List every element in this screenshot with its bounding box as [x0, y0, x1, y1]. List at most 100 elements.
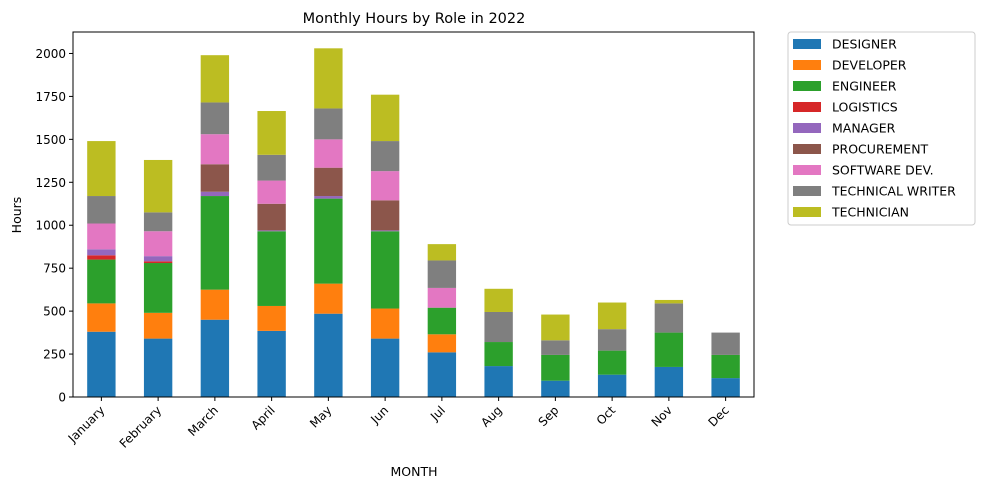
y-tick-label: 1750: [35, 90, 66, 104]
x-tick-label: Jun: [367, 403, 391, 427]
x-tick-label: March: [185, 403, 221, 439]
bar-segment-developer: [370, 308, 400, 339]
y-tick-label: 750: [43, 262, 66, 276]
bar-segment-manager: [200, 191, 230, 197]
x-tick-label: Jul: [427, 403, 448, 424]
legend-swatch: [793, 165, 821, 175]
bar-segment-engineer: [314, 198, 343, 284]
bar-segment-technical-writer: [654, 303, 684, 333]
bar-segment-technical-writer: [200, 102, 230, 135]
bar-segment-designer: [200, 319, 230, 397]
bar-segment-engineer: [143, 263, 173, 313]
bar-segment-technician: [257, 111, 286, 155]
bar-segment-technician: [200, 55, 230, 103]
legend-label: PROCUREMENT: [832, 142, 929, 157]
bar-segment-technician: [314, 48, 343, 109]
bar-segment-manager: [143, 256, 173, 262]
bar-segment-technical-writer: [87, 196, 116, 224]
bar-segment-software-dev: [314, 139, 343, 168]
bar-segment-technical-writer: [370, 141, 400, 172]
bar-segment-logistics: [87, 255, 116, 260]
bar-segment-software-dev: [370, 171, 400, 201]
legend-swatch: [793, 60, 821, 70]
bar-segment-engineer: [541, 354, 570, 381]
bar-segment-developer: [200, 289, 230, 320]
bar-segment-technician: [370, 94, 400, 142]
bar-segment-technician: [597, 302, 627, 330]
bar-segment-technician: [87, 141, 116, 197]
bar-segment-designer: [314, 313, 343, 397]
bar-segment-technical-writer: [597, 329, 627, 351]
bar-segment-engineer: [257, 231, 286, 306]
bar-segment-technical-writer: [484, 311, 513, 343]
bar-segment-engineer: [597, 350, 627, 375]
x-tick-label: January: [65, 403, 108, 446]
y-tick-label: 1000: [35, 219, 66, 233]
legend-swatch: [793, 102, 821, 112]
legend-swatch: [793, 186, 821, 196]
bar-segment-engineer: [427, 307, 457, 335]
bar-segment-developer: [87, 303, 116, 332]
bar-segment-engineer: [484, 342, 513, 367]
bar-segment-engineer: [200, 196, 230, 290]
bar-segment-technical-writer: [427, 260, 457, 288]
bar-segment-developer: [143, 312, 173, 339]
x-tick-label: Oct: [594, 403, 619, 428]
bar-segment-procurement: [314, 167, 343, 197]
legend-label: TECHNICAL WRITER: [831, 184, 956, 199]
y-tick-label: 2000: [35, 47, 66, 61]
legend-swatch: [793, 207, 821, 217]
bar-segment-manager: [257, 230, 286, 232]
bar-segment-procurement: [257, 203, 286, 231]
legend-label: TECHNICIAN: [831, 205, 909, 220]
legend-frame: [787, 31, 976, 226]
bar-segment-engineer: [711, 354, 740, 379]
bar-segment-procurement: [200, 164, 230, 192]
bar-segment-designer: [484, 366, 513, 397]
legend-label: LOGISTICS: [832, 100, 898, 115]
y-tick-label: 0: [58, 391, 66, 405]
bar-segment-designer: [711, 378, 740, 397]
bar-segment-technical-writer: [711, 332, 740, 355]
legend: DESIGNER DEVELOPER ENGINEER LOGISTICS MANAGE…: [787, 31, 976, 226]
bar-segment-manager: [87, 249, 116, 256]
bar-segment-software-dev: [257, 180, 286, 204]
x-tick-label: April: [248, 403, 277, 432]
chart-title: Monthly Hours by Role in 2022: [303, 11, 526, 27]
bar-segment-manager: [314, 196, 343, 199]
legend-swatch: [793, 81, 821, 91]
bar-segment-developer: [427, 334, 457, 353]
y-tick-label: 1500: [35, 133, 66, 147]
bar-segment-engineer: [654, 332, 684, 367]
y-axis: 0 250 500 750 1000 1250 1500 1750 2000: [35, 47, 73, 405]
legend-label: DESIGNER: [832, 37, 897, 52]
bar-segment-designer: [597, 374, 627, 397]
legend-swatch: [793, 144, 821, 154]
x-axis-label: MONTH: [390, 464, 437, 479]
x-tick-label: Aug: [478, 403, 504, 429]
y-tick-label: 1250: [35, 176, 66, 190]
bar-segment-designer: [427, 352, 457, 397]
bar-segment-software-dev: [427, 287, 457, 308]
bar-segment-technician: [541, 314, 570, 341]
y-tick-label: 500: [43, 305, 66, 319]
bar-segment-procurement: [370, 200, 400, 231]
bar-segment-software-dev: [87, 223, 116, 250]
bar-segment-manager: [370, 230, 400, 232]
bar-segment-technical-writer: [257, 154, 286, 181]
bar-segment-developer: [314, 283, 343, 314]
bar-segment-logistics: [143, 261, 173, 264]
bar-segment-designer: [87, 331, 116, 397]
bar-segment-software-dev: [200, 134, 230, 165]
legend-label: MANAGER: [832, 121, 896, 136]
bar-segment-technician: [143, 159, 173, 213]
y-axis-label: Hours: [9, 197, 24, 234]
bar-segment-designer: [370, 338, 400, 397]
legend-swatch: [793, 39, 821, 49]
plot-frame: [72, 31, 755, 398]
bar-segment-engineer: [87, 259, 116, 304]
bar-segment-technician: [484, 288, 513, 312]
bars: [87, 48, 740, 397]
x-tick-label: February: [117, 403, 165, 451]
